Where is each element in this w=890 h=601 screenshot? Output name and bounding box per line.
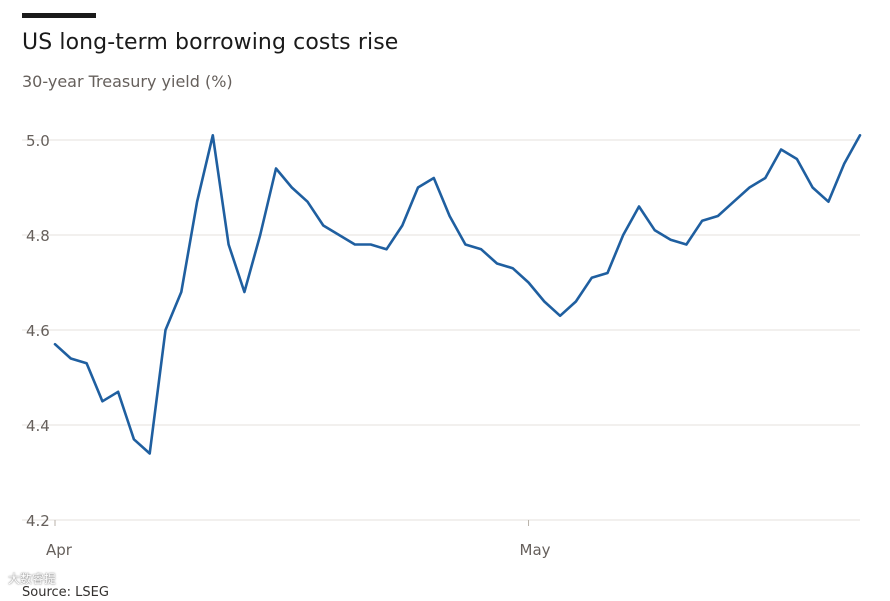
y-tick-label: 4.4 — [26, 417, 50, 435]
chart-subtitle: 30-year Treasury yield (%) — [22, 72, 233, 91]
y-tick-label: 5.0 — [26, 132, 50, 150]
watermark-text: 大数睿提 — [8, 572, 57, 586]
source-note: Source: LSEG — [22, 585, 109, 600]
series-line — [53, 134, 862, 455]
y-tick-label: 4.6 — [26, 322, 50, 340]
chart-title: US long-term borrowing costs rise — [22, 30, 399, 55]
y-tick-label: 4.8 — [26, 227, 50, 245]
y-tick-label: 4.2 — [26, 512, 50, 530]
x-tick-label: Apr — [46, 541, 73, 559]
x-tick-label: May — [520, 541, 551, 559]
brand-bar — [22, 13, 96, 18]
